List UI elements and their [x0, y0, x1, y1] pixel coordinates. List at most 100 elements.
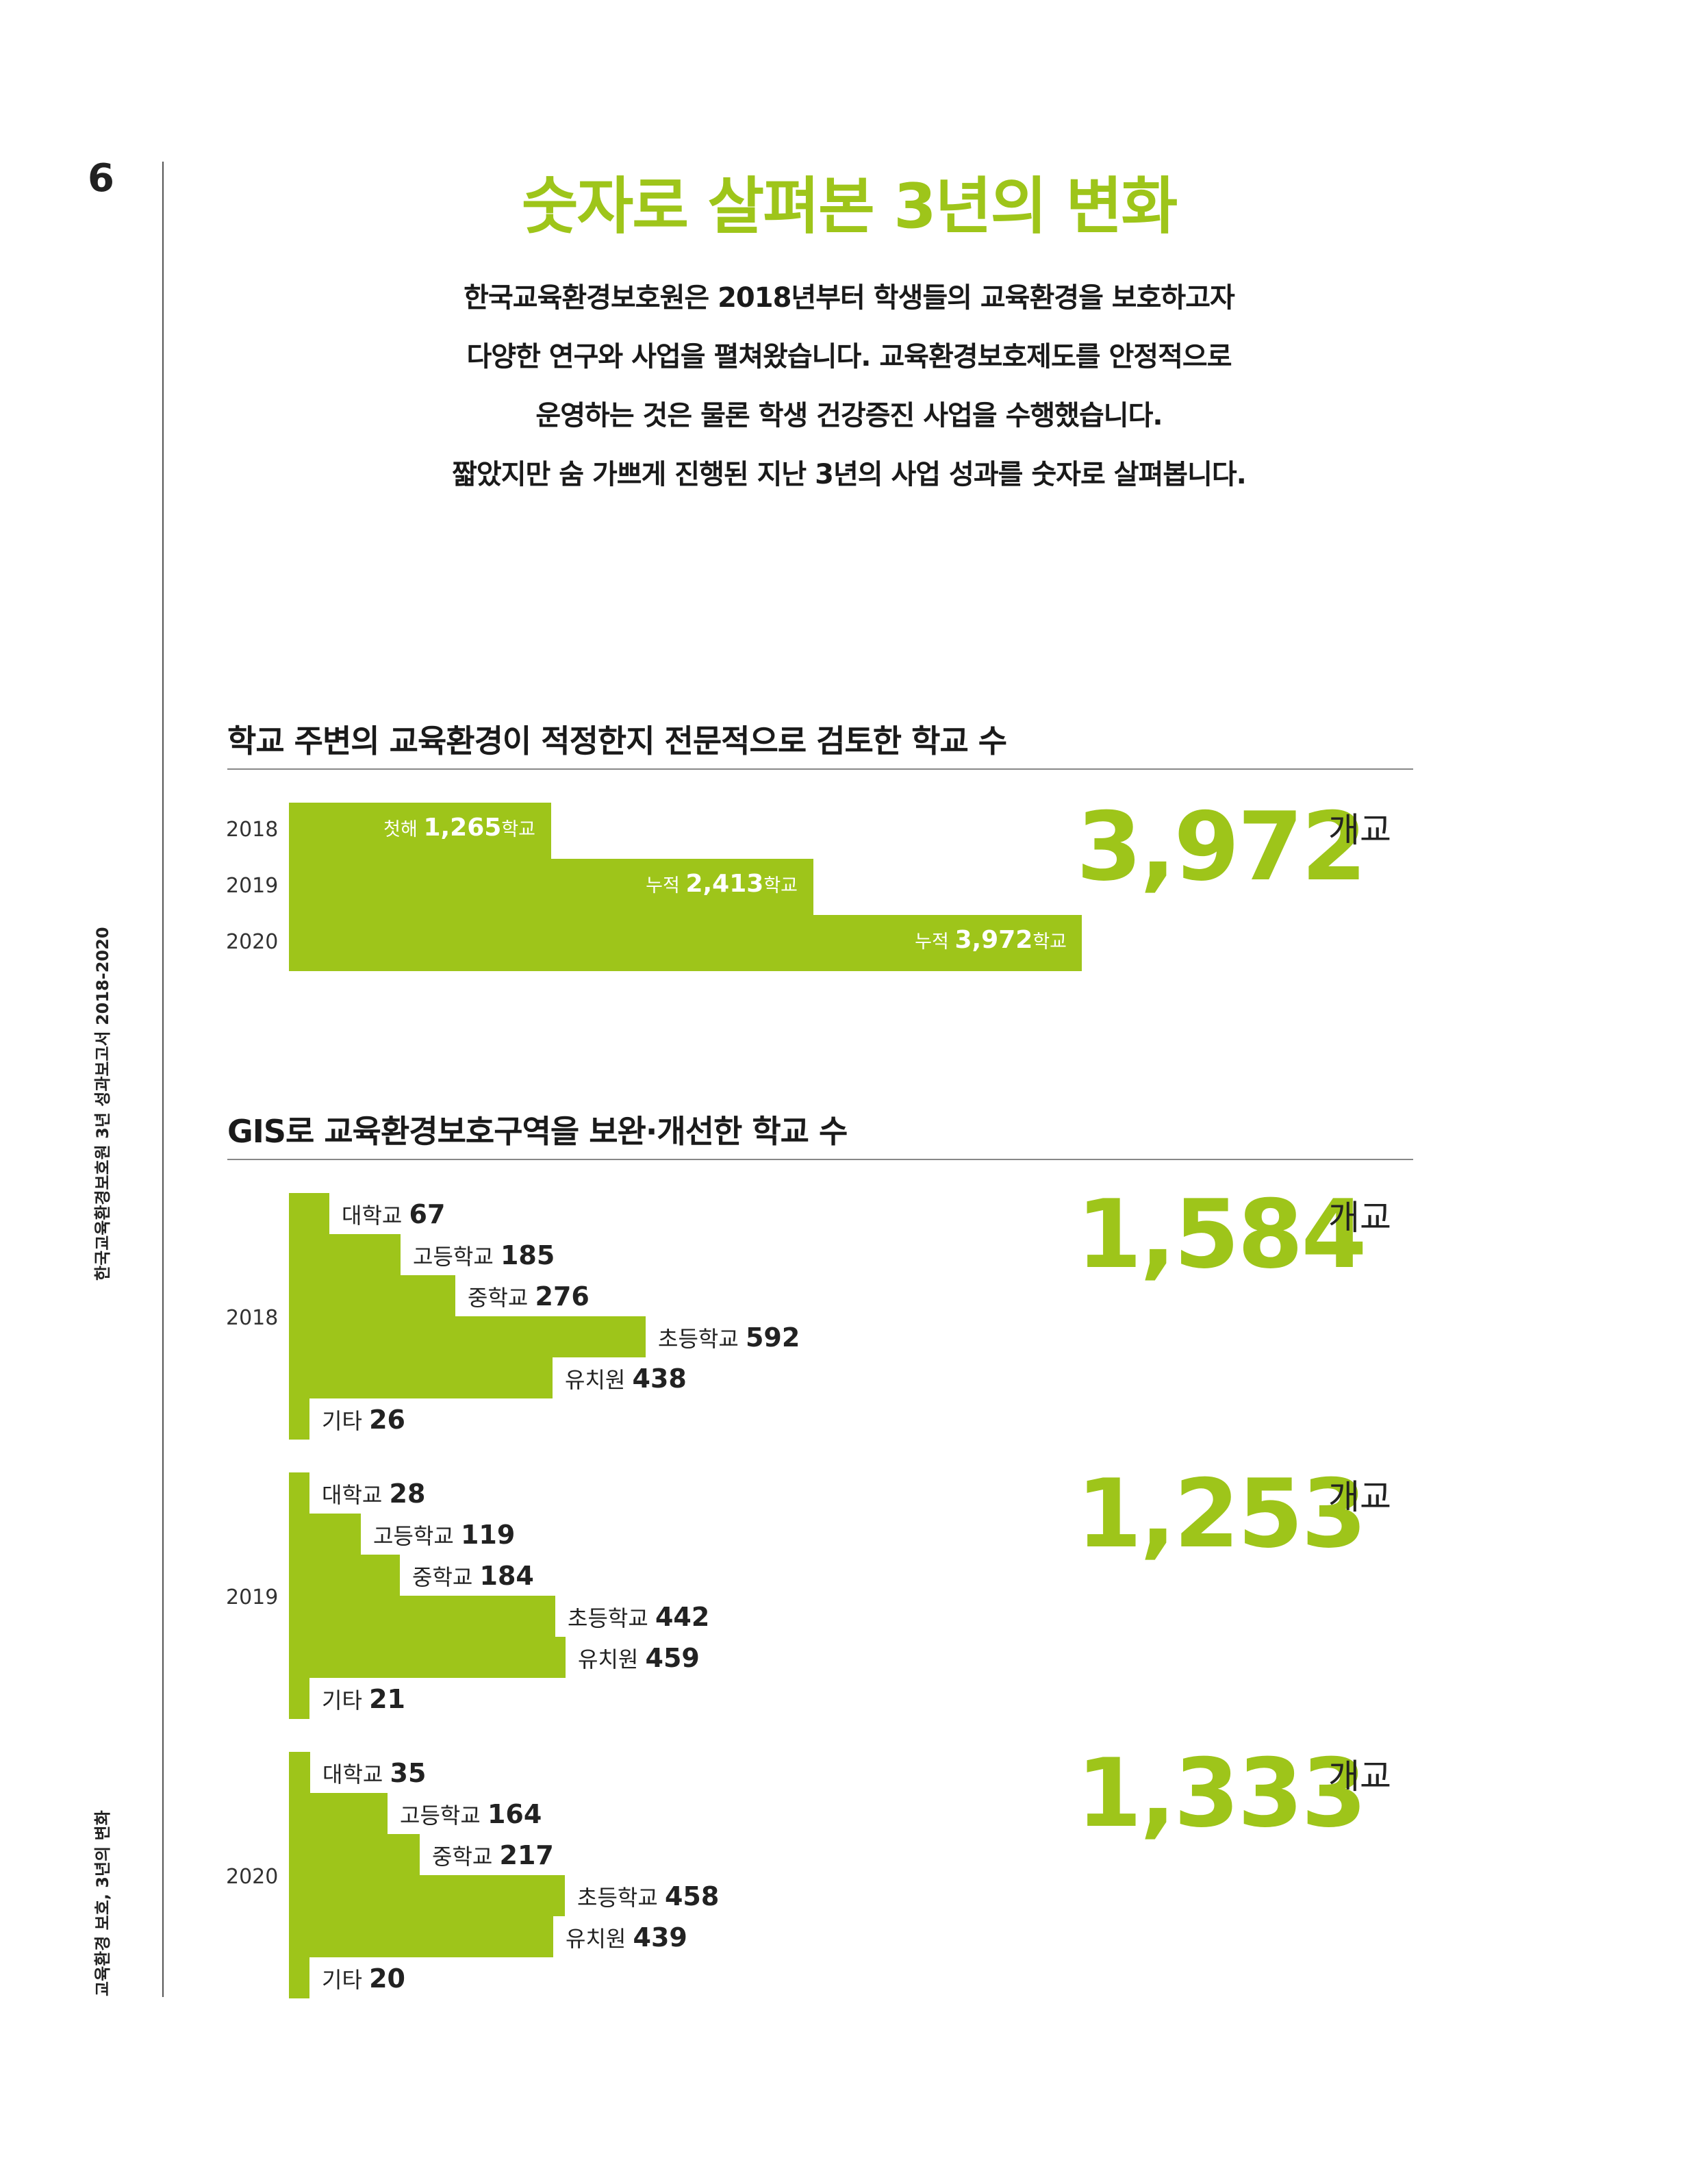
bar-2018-high-school	[289, 1234, 401, 1275]
year-total: 1,584	[1076, 1179, 1367, 1290]
bar-label-high-school: 고등학교 185	[413, 1240, 555, 1271]
bar-label-middle-school: 중학교 184	[412, 1560, 534, 1592]
section1-total: 3,972	[1076, 792, 1367, 902]
bar-label-kindergarten: 유치원 438	[565, 1363, 687, 1394]
category-name: 유치원	[566, 1926, 626, 1952]
intro-line: 짧았지만 숨 가쁘게 진행된 지난 3년의 사업 성과를 숫자로 살펴봅니다.	[452, 459, 1247, 490]
year-label: 2020	[226, 930, 279, 954]
bar-label-elementary-school: 초등학교 592	[658, 1322, 800, 1353]
year-total-unit: 개교	[1328, 1757, 1391, 1796]
bar-label-university: 대학교 67	[342, 1198, 445, 1230]
section1-rule	[227, 768, 1413, 770]
bar-label-suffix: 학교	[763, 875, 798, 896]
bar-label-kindergarten: 유치원 439	[566, 1922, 687, 1953]
section-running-title: 교육환경 보호, 3년의 변화	[93, 1810, 112, 1996]
category-name: 기타	[322, 1408, 362, 1434]
category-name: 초등학교	[577, 1885, 658, 1911]
category-value: 276	[535, 1281, 590, 1311]
section2-rule	[227, 1159, 1413, 1160]
bar-2019-kindergarten	[289, 1637, 566, 1678]
bar-2020-other	[289, 1957, 309, 1998]
category-name: 기타	[322, 1967, 362, 1993]
bar-2018-university	[289, 1193, 329, 1234]
bar-label-high-school: 고등학교 164	[400, 1798, 542, 1830]
bar-2018	[289, 803, 551, 859]
category-value: 217	[499, 1840, 554, 1870]
bar-2020	[289, 915, 1082, 971]
bar-label-university: 대학교 35	[322, 1757, 426, 1789]
bar-label-2020: 누적 3,972학교	[915, 926, 1067, 954]
year-label: 2019	[226, 1585, 279, 1609]
category-value: 438	[632, 1364, 687, 1394]
bar-2018-other	[289, 1398, 309, 1440]
bar-label-high-school: 고등학교 119	[373, 1519, 515, 1551]
category-value: 119	[460, 1520, 516, 1550]
year-label: 2020	[226, 1865, 279, 1889]
year-total: 1,333	[1076, 1738, 1367, 1848]
bar-label-value: 3,972	[954, 926, 1033, 954]
category-value: 439	[633, 1922, 687, 1953]
year-total: 1,253	[1076, 1459, 1367, 1569]
category-name: 대학교	[322, 1761, 383, 1787]
intro-line: 운영하는 것은 물론 학생 건강증진 사업을 수행했습니다.	[535, 400, 1163, 431]
category-value: 184	[479, 1561, 534, 1591]
bar-2019-middle-school	[289, 1555, 400, 1596]
intro-line: 다양한 연구와 사업을 펼쳐왔습니다. 교육환경보호제도를 안정적으로	[466, 341, 1232, 373]
bar-2020-kindergarten	[289, 1916, 553, 1957]
bar-label-2018: 첫해 1,265학교	[383, 814, 535, 842]
bar-2019-elementary-school	[289, 1596, 555, 1637]
year-total-unit: 개교	[1328, 1198, 1391, 1238]
bar-label-other: 기타 21	[322, 1683, 405, 1715]
category-name: 중학교	[412, 1564, 473, 1590]
bar-2018-elementary-school	[289, 1316, 646, 1357]
bar-label-other: 기타 20	[322, 1963, 405, 1994]
year-total-unit: 개교	[1328, 1477, 1391, 1517]
category-value: 35	[390, 1758, 427, 1788]
category-value: 459	[645, 1643, 700, 1673]
bar-label-value: 1,265	[423, 814, 502, 842]
category-value: 164	[487, 1799, 542, 1829]
category-value: 67	[409, 1199, 446, 1229]
category-value: 592	[745, 1322, 800, 1353]
bar-2019-high-school	[289, 1514, 361, 1555]
bar-label-kindergarten: 유치원 459	[578, 1642, 700, 1674]
category-value: 185	[500, 1240, 555, 1270]
category-value: 26	[369, 1405, 405, 1435]
category-name: 대학교	[342, 1203, 403, 1229]
category-name: 기타	[322, 1687, 362, 1714]
bar-label-prefix: 누적	[646, 875, 680, 896]
bar-2020-university	[289, 1752, 310, 1793]
bar-label-middle-school: 중학교 217	[432, 1840, 554, 1871]
page-number: 6	[88, 156, 114, 201]
bar-label-elementary-school: 초등학교 442	[568, 1601, 709, 1633]
category-value: 20	[369, 1963, 405, 1994]
section1-total-unit: 개교	[1328, 810, 1391, 850]
category-value: 21	[369, 1684, 405, 1714]
bar-2019-other	[289, 1678, 309, 1719]
category-name: 초등학교	[568, 1605, 648, 1631]
bar-2019-university	[289, 1472, 309, 1514]
category-value: 458	[664, 1881, 720, 1911]
year-label: 2018	[226, 1306, 279, 1330]
bar-label-other: 기타 26	[322, 1404, 405, 1435]
bar-2020-high-school	[289, 1793, 388, 1834]
category-name: 고등학교	[400, 1803, 481, 1829]
year-label: 2018	[226, 818, 279, 842]
report-running-title: 한국교육환경보호원 3년 성과보고서 2018-2020	[93, 927, 112, 1281]
bar-2020-middle-school	[289, 1834, 420, 1875]
section1-title: 학교 주변의 교육환경이 적정한지 전문적으로 검토한 학교 수	[227, 723, 1007, 760]
category-name: 중학교	[432, 1844, 493, 1870]
bar-2018-kindergarten	[289, 1357, 553, 1398]
category-name: 초등학교	[658, 1326, 739, 1352]
bar-label-prefix: 첫해	[383, 819, 418, 840]
bar-label-middle-school: 중학교 276	[468, 1281, 590, 1312]
category-value: 442	[655, 1602, 710, 1632]
bar-label-value: 2,413	[685, 870, 764, 898]
intro-paragraph: 한국교육환경보호원은 2018년부터 학생들의 교육환경을 보호하고자 다양한 …	[301, 268, 1397, 504]
category-name: 고등학교	[413, 1244, 494, 1270]
bar-label-2019: 누적 2,413학교	[646, 870, 798, 898]
margin-divider	[162, 162, 164, 1997]
category-name: 유치원	[578, 1646, 639, 1672]
section2-title: GIS로 교육환경보호구역을 보완·개선한 학교 수	[227, 1113, 848, 1150]
